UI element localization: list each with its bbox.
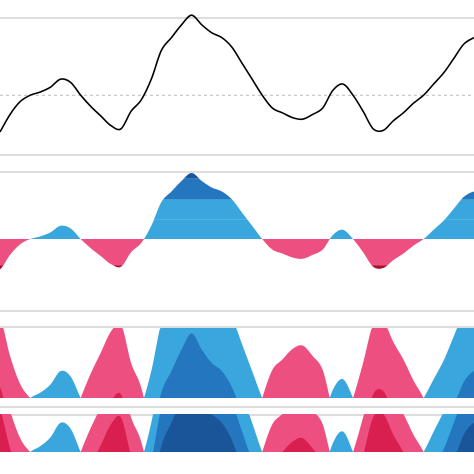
negative-band-1 [0,239,474,266]
negative-band-2 [0,265,474,270]
positive-band-1 [0,219,474,239]
offset2-positive-band-2 [0,414,474,452]
offset2-negative-band-2 [0,414,474,452]
offset4-negative-band-1 [0,328,474,398]
horizon-offset-2band-row [0,406,474,452]
horizon-offset-4band-row [0,310,474,398]
line-chart-row [0,14,474,133]
positive-band-3 [0,178,474,200]
positive-band-4 [0,173,474,179]
offset4-negative-band-2 [0,387,474,398]
positive-band-2 [0,199,474,220]
offset4-positive-band-1 [0,328,474,398]
horizon-mirror-row [0,154,474,270]
series-line [0,14,474,133]
